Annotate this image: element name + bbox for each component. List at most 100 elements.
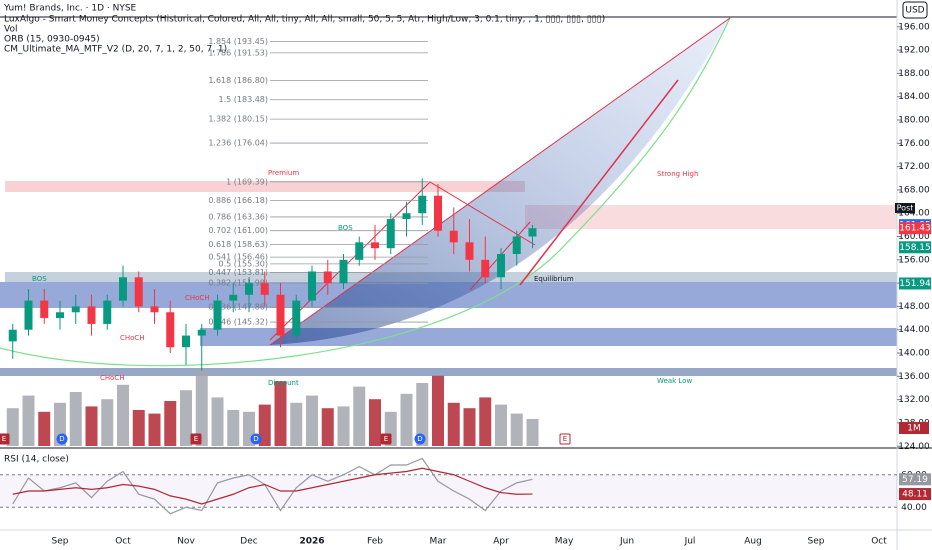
supply-zone	[525, 205, 897, 229]
candle-body	[40, 300, 49, 319]
rsi-ma-line-tag-label: 48.11	[902, 490, 928, 500]
annotation: BOS	[338, 224, 353, 232]
fib-label: 0.786 (163.36)	[208, 212, 268, 221]
candle-body	[71, 306, 80, 313]
y-tick-label: 192.00	[898, 46, 930, 56]
candle-body	[323, 271, 332, 284]
y-tick-label: 148.00	[898, 302, 930, 312]
candle-body	[56, 312, 64, 319]
price-tag-label: 151.94	[899, 279, 931, 289]
candle-body	[386, 219, 395, 249]
annotation: Weak Low	[657, 377, 692, 385]
volume-bar	[526, 419, 539, 446]
event-marker	[250, 433, 262, 445]
fib-label: 0.886 (166.18)	[208, 196, 268, 205]
fib-label: 1.618 (186.80)	[208, 76, 268, 85]
candle-body	[213, 300, 222, 330]
event-marker	[56, 433, 68, 445]
annotation: Equilibrium	[534, 275, 574, 283]
event-label: D	[59, 435, 64, 443]
volume-bar	[101, 399, 114, 446]
volume-bar	[369, 399, 381, 446]
volume-bar	[274, 381, 287, 446]
candle-body	[119, 277, 127, 301]
candle-body	[292, 300, 301, 336]
y-tick-label: 156.00	[898, 255, 930, 265]
event-marker	[414, 433, 426, 445]
volume-bar	[321, 408, 334, 446]
event-label: E	[2, 435, 6, 443]
event-label: E	[194, 435, 198, 443]
candle-body	[449, 230, 458, 243]
demand-zone	[200, 328, 897, 346]
x-tick-label: Sep	[52, 537, 69, 547]
x-tick-label: Jun	[619, 537, 634, 547]
candle-body	[371, 242, 379, 249]
volume-tick-label: 1M	[907, 424, 921, 434]
candle-body	[434, 195, 442, 231]
event-label: D	[417, 435, 422, 443]
post-label: Post	[897, 204, 914, 213]
annotation: Discount	[268, 379, 299, 387]
indicator: CM_Ultimate_MA_MTF_V2 (D, 20, 7, 1, 2, 5…	[4, 45, 227, 55]
volume-bar	[69, 392, 82, 446]
volume-bar	[463, 408, 476, 446]
candle-body	[24, 300, 33, 330]
x-tick-label: Apr	[493, 537, 509, 547]
chart-title: Yum! Brands, Inc. · 1D · NYSE	[3, 4, 137, 14]
annotation: BOS	[32, 275, 47, 283]
post-box	[895, 203, 915, 213]
candle-body	[166, 312, 175, 348]
premium-zone	[5, 181, 525, 192]
price-tag	[899, 222, 931, 235]
volume-bar	[22, 395, 35, 446]
y-tick-label: 168.00	[898, 185, 930, 195]
candle-body	[276, 294, 285, 336]
fib-label: 0.447 (153.81)	[208, 268, 268, 277]
volume-bar	[306, 395, 318, 446]
price-tag	[899, 277, 931, 290]
x-tick-label: 2026	[299, 537, 324, 547]
volume-bar	[211, 397, 224, 446]
volume-bar	[495, 404, 507, 446]
candle-body	[402, 213, 411, 220]
candle-body	[8, 329, 17, 342]
candle-body	[355, 242, 364, 260]
fib-label: 1 (169.39)	[226, 177, 268, 186]
x-tick-label: May	[555, 537, 574, 547]
volume-bar	[6, 408, 19, 446]
y-tick-label: 176.00	[898, 139, 930, 149]
event-marker	[190, 433, 202, 445]
candle-body	[150, 306, 159, 313]
x-tick-label: Aug	[744, 537, 762, 547]
volume-bar	[117, 384, 129, 446]
y-tick-label: 180.00	[898, 116, 930, 126]
y-tick-label: 164.00	[898, 209, 930, 219]
y-tick-label: 196.00	[898, 22, 930, 32]
fib-label: 0.618 (158.63)	[208, 240, 268, 249]
volume-bar	[195, 370, 208, 446]
price-tag-label: 161.43	[899, 224, 931, 234]
volume-bar	[132, 410, 145, 446]
candle-body	[134, 277, 143, 307]
annotation: Premium	[268, 169, 299, 177]
indicator: LuxAlgo - Smart Money Concepts (Historic…	[4, 15, 605, 25]
x-tick-label: Dec	[240, 537, 257, 547]
candle-body	[103, 300, 112, 324]
fib-label: 0.702 (161.00)	[208, 226, 268, 235]
price-tag	[899, 241, 931, 254]
x-tick-label: Feb	[367, 537, 383, 547]
price-tag-label: 158.15	[899, 243, 931, 253]
y-tick-label: 172.00	[898, 162, 930, 172]
currency-box[interactable]	[902, 1, 928, 19]
candle-body	[182, 335, 190, 348]
y-tick-label: 160.00	[898, 232, 930, 242]
fib-label: 1.5 (183.48)	[219, 95, 269, 104]
candle-body	[512, 236, 521, 255]
candle-body	[497, 254, 505, 278]
x-tick-label: Jul	[684, 537, 696, 547]
volume-bar	[447, 402, 460, 446]
x-tick-label: Oct	[871, 537, 887, 547]
event-marker	[380, 433, 392, 445]
